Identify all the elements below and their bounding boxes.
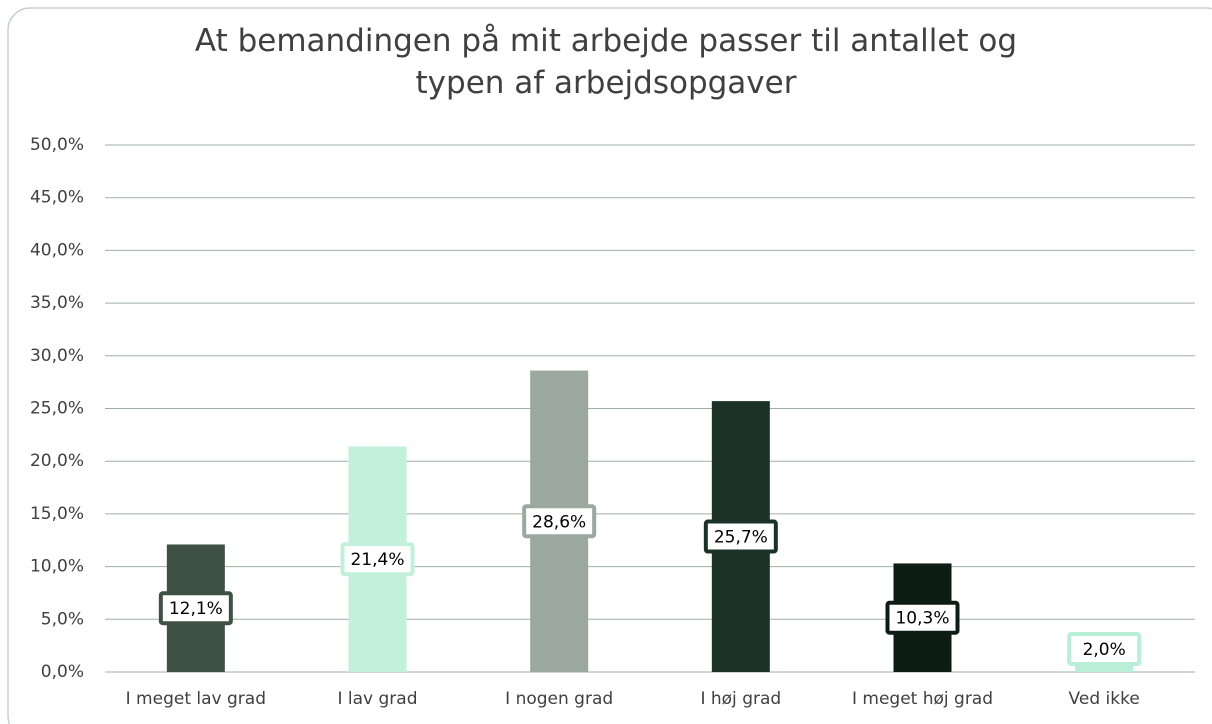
data-label: 28,6% <box>532 512 586 532</box>
data-label: 2,0% <box>1083 640 1126 660</box>
x-tick-label: I meget lav grad <box>126 689 266 709</box>
data-label-box <box>340 542 415 577</box>
x-tick-label: I meget høj grad <box>852 689 993 709</box>
data-label-box <box>703 519 778 554</box>
data-label: 10,3% <box>895 609 949 629</box>
y-tick-label: 40,0% <box>30 240 84 260</box>
y-tick-label: 0,0% <box>41 662 84 682</box>
y-tick-label: 35,0% <box>30 293 84 313</box>
data-label: 21,4% <box>350 550 404 570</box>
y-tick-label: 15,0% <box>30 504 84 524</box>
chart-title: At bemandingen på mit arbejde passer til… <box>194 23 1018 101</box>
data-label-box <box>522 504 597 539</box>
y-tick-label: 45,0% <box>30 188 84 208</box>
data-label: 12,1% <box>169 599 223 619</box>
data-label: 25,7% <box>714 528 768 548</box>
x-tick-label: Ved ikke <box>1069 689 1140 709</box>
x-tick-label: I lav grad <box>337 689 417 709</box>
y-tick-label: 25,0% <box>30 399 84 419</box>
y-tick-label: 20,0% <box>30 451 84 471</box>
x-tick-label: I nogen grad <box>505 689 613 709</box>
x-tick-label: I høj grad <box>700 689 781 709</box>
y-tick-label: 10,0% <box>30 557 84 577</box>
data-label-box <box>885 600 960 635</box>
chart-border <box>7 7 1212 724</box>
y-tick-label: 30,0% <box>30 346 84 366</box>
y-tick-label: 5,0% <box>41 609 84 629</box>
data-label-box <box>1067 632 1142 666</box>
y-tick-label: 50,0% <box>30 135 84 155</box>
data-label-box <box>158 591 233 626</box>
